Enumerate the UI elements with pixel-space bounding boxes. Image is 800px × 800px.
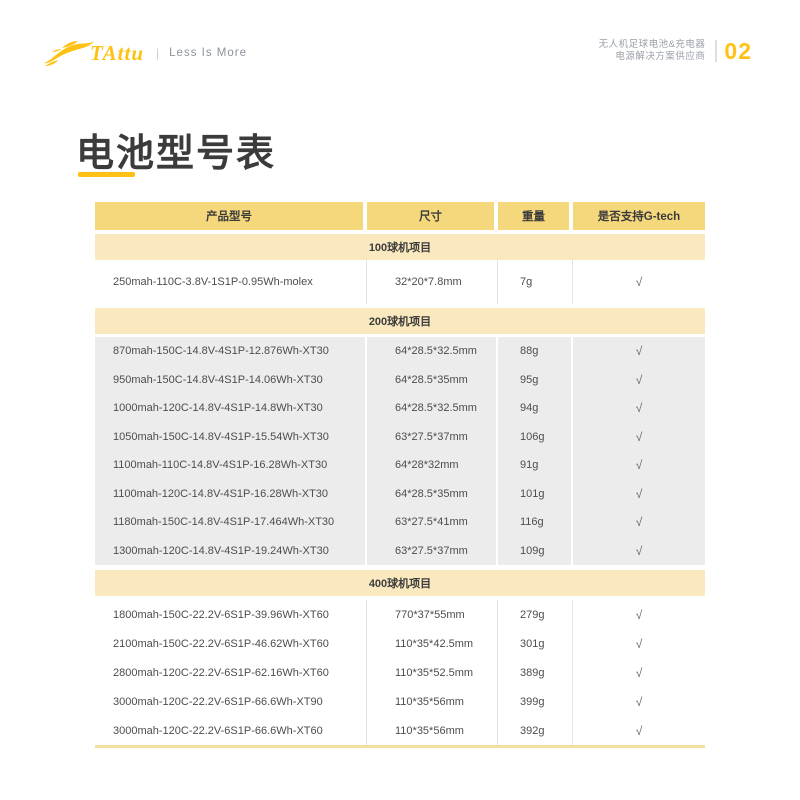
table-row: 2800mah-120C-22.2V-6S1P-62.16Wh-XT60 110… [95,658,705,687]
cell-model: 3000mah-120C-22.2V-6S1P-66.6Wh-XT90 [95,687,367,716]
header-description-line2: 电源解决方案供应商 [615,51,706,62]
cell-size: 110*35*52.5mm [367,658,498,687]
cell-model: 1000mah-120C-14.8V-4S1P-14.8Wh-XT30 [95,394,367,423]
cell-weight: 116g [498,508,573,537]
cell-weight: 399g [498,687,573,716]
page-title: 电池型号表 [76,133,277,175]
section-band-100: 100球机项目 [95,234,705,260]
cell-size: 63*27.5*41mm [367,508,498,537]
cell-size: 110*35*42.5mm [367,629,498,658]
cell-gtech-check: √ [635,275,643,289]
cell-gtech-check: √ [635,723,643,738]
header-description-line1: 无人机足球电池&充电器 [598,39,706,50]
section-100-rows: 250mah-110C-3.8V-1S1P-0.95Wh-molex 32*20… [95,260,705,304]
cell-weight: 392g [498,716,573,745]
cell-size: 770*37*55mm [367,600,498,629]
table-row: 2100mah-150C-22.2V-6S1P-46.62Wh-XT60 110… [95,629,705,658]
tagline-text: Less Is More [169,47,247,59]
cell-size: 64*28*32mm [367,451,498,480]
cell-gtech-check: √ [635,665,643,680]
col-header-weight: 重量 [498,202,573,230]
cell-size: 63*27.5*37mm [367,536,498,565]
brand-logo: TAttu | Less Is More [42,38,247,68]
cell-gtech-check: √ [635,372,643,387]
cell-weight: 101g [498,479,573,508]
cell-gtech-check: √ [635,515,643,530]
cell-weight: 7g [498,260,573,304]
cell-weight: 106g [498,422,573,451]
cell-size: 110*35*56mm [367,716,498,745]
battery-model-table: 产品型号 尺寸 重量 是否支持G-tech 100球机项目 250mah-110… [95,202,705,748]
cell-weight: 88g [498,337,573,366]
table-row: 1180mah-150C-14.8V-4S1P-17.464Wh-XT30 63… [95,508,705,537]
brand-tagline: | Less Is More [156,46,247,60]
cell-size: 32*20*7.8mm [367,260,498,304]
cell-model: 1180mah-150C-14.8V-4S1P-17.464Wh-XT30 [95,508,367,537]
table-row: 3000mah-120C-22.2V-6S1P-66.6Wh-XT90 110*… [95,687,705,716]
cell-gtech-check: √ [635,636,643,651]
table-row: 1050mah-150C-14.8V-4S1P-15.54Wh-XT30 63*… [95,422,705,451]
header-right: 无人机足球电池&充电器 电源解决方案供应商 02 [599,39,752,63]
cell-model: 250mah-110C-3.8V-1S1P-0.95Wh-molex [95,260,367,304]
cell-weight: 301g [498,629,573,658]
tagline-divider: | [156,46,161,60]
table-row: 1100mah-110C-14.8V-4S1P-16.28Wh-XT30 64*… [95,451,705,480]
cell-gtech-check: √ [635,344,643,359]
cell-size: 64*28.5*32.5mm [367,394,498,423]
col-header-model: 产品型号 [95,202,367,230]
cell-gtech-check: √ [635,458,643,473]
cell-gtech-check: √ [635,401,643,416]
table-row: 950mah-150C-14.8V-4S1P-14.06Wh-XT30 64*2… [95,365,705,394]
cell-weight: 94g [498,394,573,423]
cell-model: 1800mah-150C-22.2V-6S1P-39.96Wh-XT60 [95,600,367,629]
cell-size: 110*35*56mm [367,687,498,716]
header-divider [715,40,718,62]
table-row: 1300mah-120C-14.8V-4S1P-19.24Wh-XT30 63*… [95,536,705,565]
cell-weight: 389g [498,658,573,687]
cell-model: 870mah-150C-14.8V-4S1P-12.876Wh-XT30 [95,337,367,366]
cell-weight: 109g [498,536,573,565]
cell-model: 2800mah-120C-22.2V-6S1P-62.16Wh-XT60 [95,658,367,687]
col-header-size: 尺寸 [367,202,498,230]
table-bottom-rule [95,745,705,748]
cell-size: 64*28.5*35mm [367,479,498,508]
cell-size: 64*28.5*35mm [367,365,498,394]
table-row: 1800mah-150C-22.2V-6S1P-39.96Wh-XT60 770… [95,600,705,629]
table-row: 870mah-150C-14.8V-4S1P-12.876Wh-XT30 64*… [95,337,705,366]
logo-wordmark: TAttu [90,40,145,65]
cell-model: 1050mah-150C-14.8V-4S1P-15.54Wh-XT30 [95,422,367,451]
page-number: 02 [724,38,752,64]
cell-size: 64*28.5*32.5mm [367,337,498,366]
tattu-tiger-icon [44,41,94,66]
title-underline [78,172,135,177]
cell-weight: 91g [498,451,573,480]
cell-weight: 279g [498,600,573,629]
cell-gtech-check: √ [635,607,643,622]
cell-gtech-check: √ [635,543,643,558]
table-header-row: 产品型号 尺寸 重量 是否支持G-tech [95,202,705,230]
cell-weight: 95g [498,365,573,394]
cell-size: 63*27.5*37mm [367,422,498,451]
cell-model: 950mah-150C-14.8V-4S1P-14.06Wh-XT30 [95,365,367,394]
header-description: 无人机足球电池&充电器 电源解决方案供应商 [599,39,706,63]
cell-model: 1300mah-120C-14.8V-4S1P-19.24Wh-XT30 [95,536,367,565]
cell-model: 2100mah-150C-22.2V-6S1P-46.62Wh-XT60 [95,629,367,658]
col-header-gtech: 是否支持G-tech [573,202,705,230]
cell-model: 3000mah-120C-22.2V-6S1P-66.6Wh-XT60 [95,716,367,745]
section-400-rows: 1800mah-150C-22.2V-6S1P-39.96Wh-XT60 770… [95,600,705,745]
section-band-200: 200球机项目 [95,308,705,334]
cell-gtech-check: √ [635,429,643,444]
cell-gtech-check: √ [635,486,643,501]
table-row: 1000mah-120C-14.8V-4S1P-14.8Wh-XT30 64*2… [95,394,705,423]
section-band-400: 400球机项目 [95,570,705,596]
cell-model: 1100mah-120C-14.8V-4S1P-16.28Wh-XT30 [95,479,367,508]
table-row: 250mah-110C-3.8V-1S1P-0.95Wh-molex 32*20… [95,260,705,304]
table-row: 3000mah-120C-22.2V-6S1P-66.6Wh-XT60 110*… [95,716,705,745]
cell-gtech-check: √ [635,694,643,709]
table-row: 1100mah-120C-14.8V-4S1P-16.28Wh-XT30 64*… [95,479,705,508]
cell-model: 1100mah-110C-14.8V-4S1P-16.28Wh-XT30 [95,451,367,480]
page-header: TAttu | Less Is More 无人机足球电池&充电器 电源解决方案供… [0,0,800,90]
section-200-rows: 870mah-150C-14.8V-4S1P-12.876Wh-XT30 64*… [95,337,705,565]
